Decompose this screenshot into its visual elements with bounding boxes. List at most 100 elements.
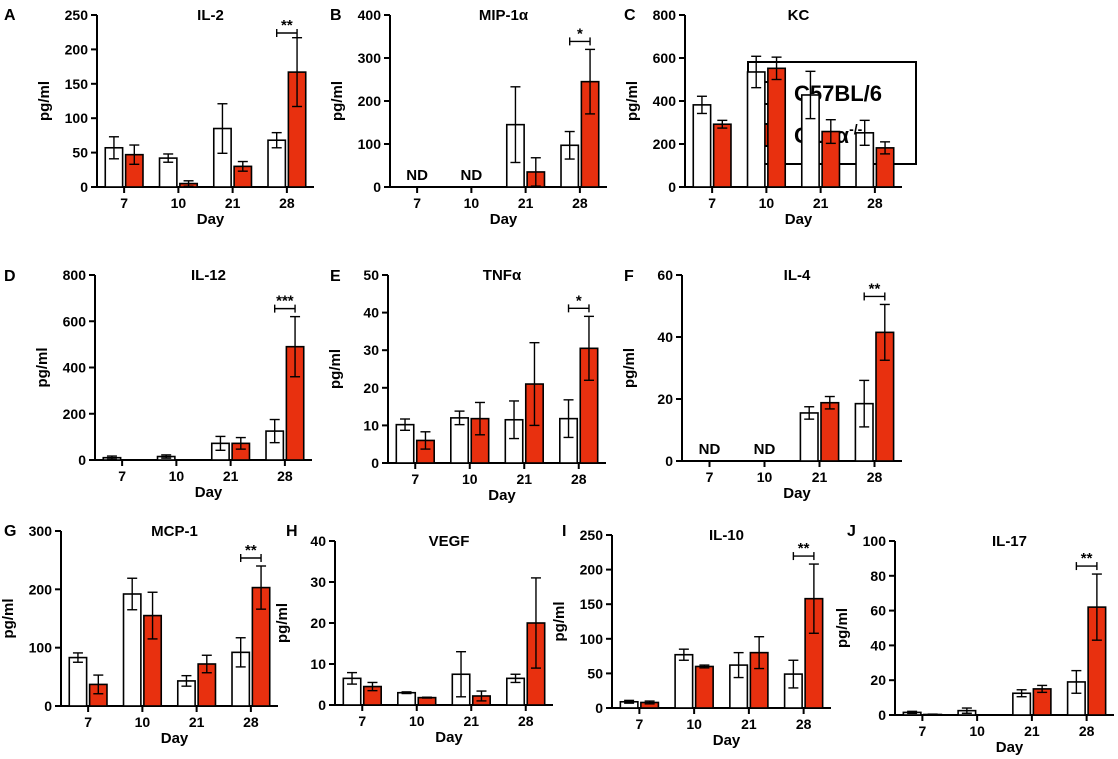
x-tick-label-a: 21	[225, 195, 241, 211]
y-tick-label-a: 150	[65, 76, 89, 92]
panel-title-b: MIP-1α	[479, 7, 529, 24]
x-tick-label-d: 7	[118, 468, 126, 484]
x-tick-label-c: 7	[708, 195, 716, 211]
y-tick-label-b: 0	[373, 179, 381, 195]
x-axis-label-d: Day	[195, 484, 223, 501]
x-tick-label-h: 21	[463, 713, 479, 729]
nd-label-b: ND	[406, 167, 428, 184]
sig-label-a: **	[281, 17, 293, 34]
y-tick-label-a: 200	[65, 41, 89, 57]
y-tick-label-h: 30	[310, 574, 326, 590]
x-tick-label-e: 7	[411, 471, 419, 487]
x-tick-label-h: 28	[518, 713, 534, 729]
y-tick-label-d: 200	[63, 406, 87, 422]
x-tick-label-c: 10	[759, 195, 775, 211]
y-tick-label-e: 10	[363, 417, 379, 433]
y-tick-label-h: 40	[310, 533, 326, 549]
panel-title-g: MCP-1	[151, 523, 198, 540]
y-tick-label-a: 100	[65, 110, 89, 126]
x-tick-label-f: 28	[867, 469, 883, 485]
x-tick-label-g: 10	[135, 714, 151, 730]
x-axis-label-i: Day	[713, 732, 741, 749]
panel-title-f: IL-4	[784, 267, 811, 284]
panel-title-h: VEGF	[429, 533, 470, 550]
x-tick-label-a: 7	[120, 195, 128, 211]
y-tick-label-i: 50	[587, 665, 603, 681]
panel-letter-b: B	[330, 7, 342, 24]
bar-g-day7-c57bl6	[68, 656, 88, 707]
bar-c-day7-c57bl6	[692, 104, 712, 188]
y-tick-label-f: 20	[657, 391, 673, 407]
x-axis-label-f: Day	[783, 485, 811, 502]
y-tick-label-g: 0	[44, 698, 52, 714]
x-tick-label-f: 21	[812, 469, 828, 485]
x-tick-label-b: 10	[464, 195, 480, 211]
y-tick-label-j: 100	[863, 533, 887, 549]
x-axis-label-g: Day	[161, 730, 189, 747]
x-tick-label-b: 21	[518, 195, 534, 211]
panel-g: G MCP-1 0 100 200 300 pg/ml Day 7 10 21 28 **	[0, 523, 278, 747]
y-tick-label-f: 40	[657, 329, 673, 345]
panel-a: A IL-2 0 50 100 150 200 250 pg/ml Day 7 10 21 28 **	[4, 7, 314, 228]
panel-letter-i: I	[562, 523, 566, 540]
x-tick-label-a: 10	[171, 195, 187, 211]
bar-h-day10-c57bl6	[397, 691, 417, 706]
y-tick-label-g: 200	[29, 581, 53, 597]
y-tick-label-h: 20	[310, 615, 326, 631]
y-axis-label-f: pg/ml	[621, 348, 638, 388]
y-tick-label-c: 800	[653, 7, 677, 23]
x-tick-label-c: 21	[813, 195, 829, 211]
y-tick-label-j: 60	[870, 603, 886, 619]
y-axis-label-i: pg/ml	[551, 602, 568, 642]
y-tick-label-f: 60	[657, 267, 673, 283]
panel-letter-j: J	[847, 523, 856, 540]
panel-letter-h: H	[286, 523, 298, 540]
y-tick-label-e: 0	[371, 455, 379, 471]
panel-j: J IL-17 0 20 40 60 80 100 pg/ml Day 7 10 21 28 **	[834, 523, 1114, 756]
x-tick-label-j: 10	[969, 723, 985, 739]
nd-label-f: ND	[699, 441, 721, 458]
x-tick-label-g: 7	[84, 714, 92, 730]
y-tick-label-j: 0	[878, 707, 886, 723]
x-tick-label-g: 21	[189, 714, 205, 730]
x-tick-label-d: 28	[277, 468, 293, 484]
bar-c-day10-c1qa-ko	[767, 67, 787, 188]
panel-b: B MIP-1α 0 100 200 300 400 pg/ml Day 7 10 21 28 ND ND *	[329, 7, 607, 228]
y-axis-label-d: pg/ml	[34, 348, 51, 388]
y-axis-label-c: pg/ml	[624, 81, 641, 121]
y-tick-label-a: 250	[65, 7, 89, 23]
bar-i-day10-c1qa-ko	[694, 665, 714, 709]
panel-i: I IL-10 0 50 100 150 200 250 pg/ml Day 7 10 21 28 **	[551, 523, 831, 749]
panel-h: H VEGF 0 10 20 30 40 pg/ml Day 7 10 21 28	[274, 523, 553, 746]
bar-c-day7-c1qa-ko	[712, 123, 732, 188]
y-tick-label-b: 300	[358, 50, 382, 66]
y-axis-label-a: pg/ml	[36, 81, 53, 121]
y-tick-label-j: 40	[870, 637, 886, 653]
x-tick-label-f: 10	[757, 469, 773, 485]
x-tick-label-h: 10	[409, 713, 425, 729]
y-tick-label-e: 30	[363, 342, 379, 358]
y-tick-label-c: 0	[668, 179, 676, 195]
x-axis-label-b: Day	[490, 211, 518, 228]
sig-label-e: *	[576, 292, 582, 309]
sig-label-g: **	[245, 542, 257, 559]
panel-letter-g: G	[4, 523, 16, 540]
bar-i-day10-c57bl6	[674, 653, 694, 709]
y-tick-label-e: 50	[363, 267, 379, 283]
x-tick-label-e: 21	[516, 471, 532, 487]
panel-title-e: TNFα	[483, 267, 522, 284]
y-axis-label-e: pg/ml	[327, 349, 344, 389]
x-tick-label-d: 10	[169, 468, 185, 484]
y-tick-label-f: 0	[665, 453, 673, 469]
x-tick-label-e: 28	[571, 471, 587, 487]
x-axis-label-a: Day	[197, 211, 225, 228]
panel-letter-c: C	[624, 7, 636, 24]
panel-f: F IL-4 0 20 40 60 pg/ml Day 7 10 21 28 ND ND **	[621, 267, 902, 502]
panel-letter-a: A	[4, 7, 16, 24]
y-tick-label-b: 400	[358, 7, 382, 23]
sig-label-d: ***	[276, 293, 294, 310]
x-tick-label-i: 10	[686, 716, 702, 732]
sig-label-b: *	[577, 25, 583, 42]
y-tick-label-b: 100	[358, 136, 382, 152]
